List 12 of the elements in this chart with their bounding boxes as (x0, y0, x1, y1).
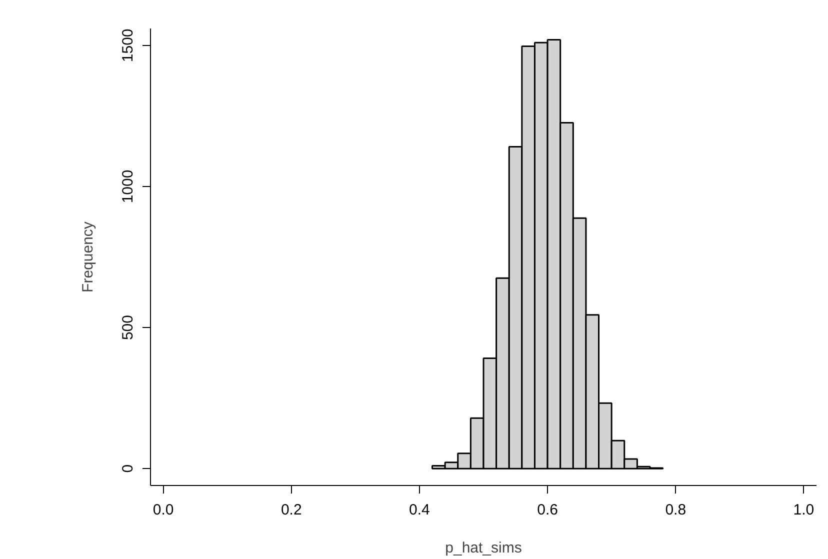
x-tick-label: 1.0 (793, 502, 814, 518)
y-tick-label: 0 (120, 464, 136, 473)
y-tick-label: 1500 (120, 28, 136, 62)
x-axis-title: p_hat_sims (445, 540, 522, 556)
y-axis-title: Frequency (80, 221, 96, 292)
x-tick-label: 0.6 (537, 502, 558, 518)
x-tick-label: 0.4 (409, 502, 430, 518)
y-tick-label: 1000 (120, 170, 136, 204)
x-tick-label: 0.8 (665, 502, 686, 518)
x-tick-label: 0.0 (152, 502, 174, 518)
y-tick-label: 500 (120, 315, 136, 340)
x-tick-label: 0.2 (280, 502, 302, 518)
